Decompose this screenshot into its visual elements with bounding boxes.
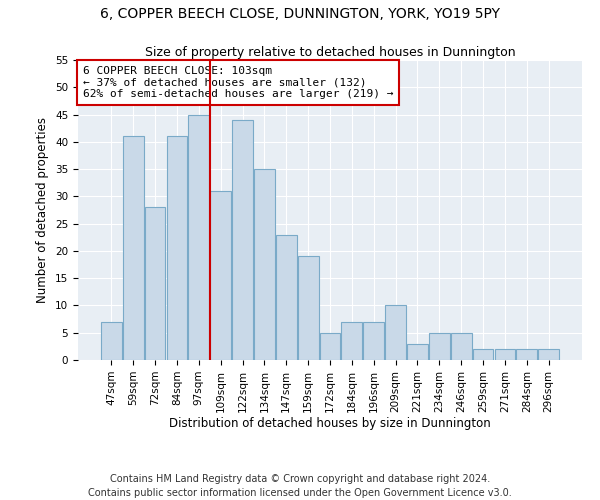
Bar — [517, 349, 537, 360]
Bar — [494, 349, 515, 360]
Bar — [538, 349, 559, 360]
Bar — [451, 332, 472, 360]
Bar — [385, 306, 406, 360]
Title: Size of property relative to detached houses in Dunnington: Size of property relative to detached ho… — [145, 46, 515, 59]
X-axis label: Distribution of detached houses by size in Dunnington: Distribution of detached houses by size … — [169, 418, 491, 430]
Bar — [254, 169, 275, 360]
Bar — [473, 349, 493, 360]
Bar — [232, 120, 253, 360]
Bar — [320, 332, 340, 360]
Bar — [188, 114, 209, 360]
Bar — [167, 136, 187, 360]
Text: Contains HM Land Registry data © Crown copyright and database right 2024.
Contai: Contains HM Land Registry data © Crown c… — [88, 474, 512, 498]
Bar — [429, 332, 450, 360]
Bar — [145, 208, 166, 360]
Bar — [407, 344, 428, 360]
Text: 6 COPPER BEECH CLOSE: 103sqm
← 37% of detached houses are smaller (132)
62% of s: 6 COPPER BEECH CLOSE: 103sqm ← 37% of de… — [83, 66, 394, 99]
Bar — [101, 322, 122, 360]
Bar — [123, 136, 143, 360]
Bar — [298, 256, 319, 360]
Bar — [276, 234, 296, 360]
Bar — [210, 191, 231, 360]
Text: 6, COPPER BEECH CLOSE, DUNNINGTON, YORK, YO19 5PY: 6, COPPER BEECH CLOSE, DUNNINGTON, YORK,… — [100, 8, 500, 22]
Bar — [364, 322, 384, 360]
Bar — [341, 322, 362, 360]
Y-axis label: Number of detached properties: Number of detached properties — [37, 117, 49, 303]
